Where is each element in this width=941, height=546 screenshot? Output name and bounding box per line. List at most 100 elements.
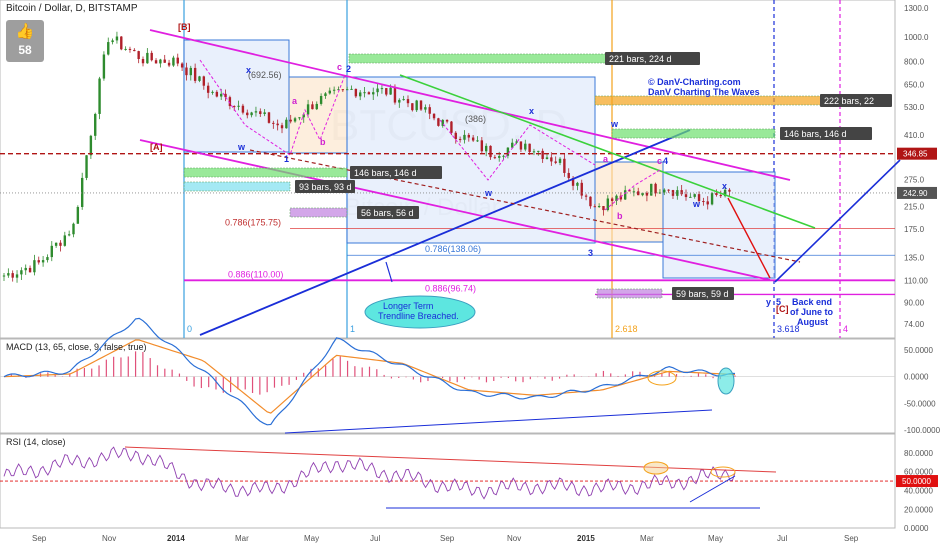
candle-body	[571, 178, 575, 186]
candle-body	[167, 62, 171, 66]
macd-pane: 50.0000 0.0000 -50.0000 -100.0000	[0, 317, 941, 435]
candle-body	[419, 100, 423, 110]
candle-body	[645, 192, 649, 196]
macd-highlight	[717, 367, 735, 395]
candle-body	[476, 140, 479, 142]
price-tag: 242.90	[903, 189, 928, 198]
bar-count-box	[605, 52, 700, 65]
candle-body	[402, 99, 405, 101]
candle-body	[324, 93, 327, 96]
wave-label: [A]	[150, 142, 163, 152]
time-axis: Sep Nov 2014 Mar May Jul Sep Nov 2015 Mar May Jul Se…	[32, 534, 859, 543]
candle-body	[233, 106, 236, 108]
wave-label: x	[529, 106, 534, 116]
macd-line	[3, 317, 736, 426]
candle-body	[59, 242, 62, 246]
candle-body	[393, 87, 397, 103]
bar-count-box	[672, 287, 734, 300]
macd-tick-label: 50.0000	[904, 346, 933, 355]
candle-body	[354, 88, 358, 97]
range-box	[662, 171, 776, 279]
candle-body	[124, 48, 127, 50]
candle-body	[689, 196, 692, 198]
fib-label: 0.886(96.74)	[425, 283, 476, 293]
candle-body	[515, 141, 518, 143]
trendline-callout: Longer Term	[383, 301, 433, 311]
trend-line	[199, 129, 691, 336]
candle-body	[415, 100, 418, 111]
symbol-title: Bitcoin / Dollar, D, BITSTAMP	[6, 3, 138, 14]
candle-body	[615, 195, 618, 201]
time-zone-label: 3.618	[777, 324, 800, 334]
trendline-callout: Trendline Breached.	[378, 311, 459, 321]
bar-count-label: 221 bars, 224 d	[609, 54, 672, 64]
macd-tick-label: -100.0000	[904, 426, 941, 435]
candle-body	[254, 111, 258, 113]
candle-body	[298, 117, 301, 119]
candle-body	[15, 274, 19, 278]
price-tick-label: 800.0	[904, 58, 925, 67]
range-box	[594, 161, 664, 243]
time-tick-label: 2014	[167, 534, 185, 543]
candle-body	[463, 134, 466, 140]
candle-body	[193, 67, 197, 81]
price-tick-label: 215.0	[904, 202, 925, 211]
wave-label: w	[484, 188, 493, 198]
range-box	[183, 39, 290, 153]
candle-body	[293, 118, 297, 122]
trend-line	[399, 74, 816, 229]
candle-body	[650, 183, 653, 196]
candle-body	[246, 112, 249, 116]
candle-body	[489, 145, 492, 158]
bar-count-box	[357, 206, 419, 219]
candle-body	[172, 57, 175, 66]
candle-body	[697, 194, 701, 202]
candle-body	[319, 95, 323, 104]
macd-trend-line	[284, 409, 713, 434]
candle-body	[328, 90, 331, 94]
candle-body	[163, 59, 166, 63]
candle-body	[554, 161, 557, 163]
wave-label: [B]	[178, 22, 191, 32]
bar-count-box	[295, 180, 355, 193]
bar-count-range	[611, 128, 776, 139]
candle-body	[128, 48, 132, 50]
candle-body	[250, 112, 253, 116]
candle-body	[406, 99, 410, 104]
candle-body	[623, 190, 627, 200]
price-tick-label: 90.00	[904, 298, 925, 307]
bar-count-box	[780, 127, 872, 140]
wave-label: b	[617, 211, 623, 221]
candle-body	[89, 135, 93, 156]
candle-body	[146, 52, 149, 64]
candle-body	[228, 97, 232, 107]
candle-body	[498, 156, 501, 158]
candle-body	[241, 105, 245, 113]
candle-body	[154, 60, 158, 64]
candle-body	[289, 119, 292, 122]
candle-body	[189, 67, 192, 76]
candle-body	[719, 195, 722, 197]
candle-body	[558, 158, 562, 163]
candle-body	[541, 150, 544, 160]
fib-label: (386)	[465, 114, 486, 124]
candle-body	[332, 89, 336, 91]
candle-body	[619, 195, 623, 200]
wave-label: a	[292, 96, 298, 106]
trend-line	[774, 159, 901, 283]
wave-label: w	[692, 199, 701, 209]
candle-body	[723, 189, 727, 197]
bar-count-label: 146 bars, 146 d	[784, 129, 847, 139]
candle-body	[50, 245, 53, 258]
candle-body	[337, 89, 340, 91]
candle-body	[67, 234, 71, 236]
bar-count-label: 56 bars, 56 d	[361, 208, 414, 218]
like-widget[interactable]: 👍 58	[6, 20, 44, 62]
time-zone-label: 1	[350, 324, 355, 334]
wave-label: 4	[663, 156, 668, 166]
candle-body	[263, 112, 266, 115]
bar-count-box	[820, 94, 892, 107]
candle-body	[54, 242, 58, 246]
price-tick-label: 410.0	[904, 131, 925, 140]
trend-line	[149, 29, 791, 181]
